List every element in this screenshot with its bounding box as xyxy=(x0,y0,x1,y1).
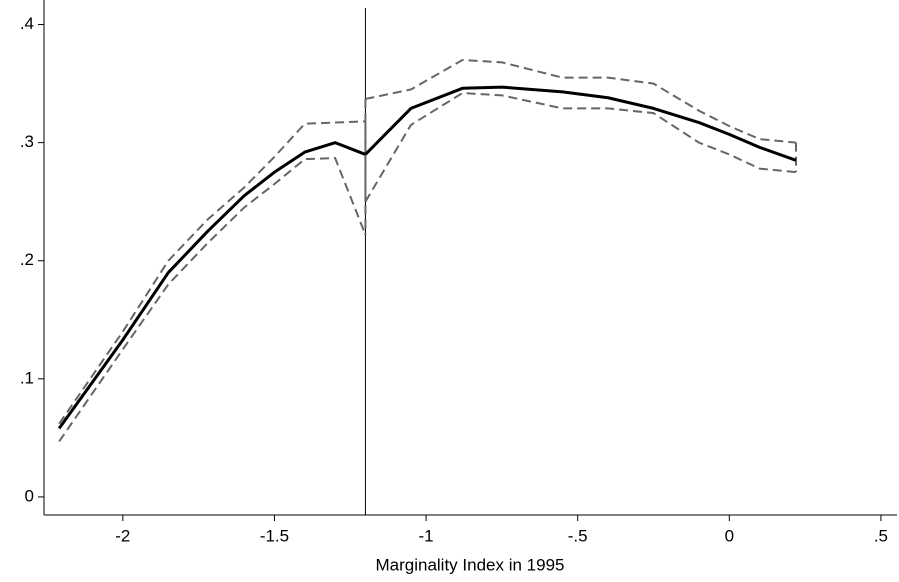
x-tick-label: -1.5 xyxy=(260,526,289,545)
y-tick-label: 0 xyxy=(25,486,34,505)
y-tick-label: .3 xyxy=(20,132,34,151)
y-tick-label: .1 xyxy=(20,368,34,387)
y-tick-label: .2 xyxy=(20,250,34,269)
x-axis-title: Marginality Index in 1995 xyxy=(375,555,564,574)
ci-upper xyxy=(365,58,797,144)
x-tick-label: .5 xyxy=(874,526,888,545)
x-tick-label: 0 xyxy=(725,526,734,545)
ci-lower xyxy=(364,92,797,203)
fit-line xyxy=(364,85,797,162)
x-tick-label: -1 xyxy=(419,526,434,545)
ci-lower xyxy=(58,156,367,442)
x-tick-label: -2 xyxy=(115,526,130,545)
y-tick-label: .4 xyxy=(20,14,34,33)
x-tick-label: -.5 xyxy=(568,526,588,545)
ci-upper xyxy=(58,120,366,425)
fit-line xyxy=(57,141,366,430)
